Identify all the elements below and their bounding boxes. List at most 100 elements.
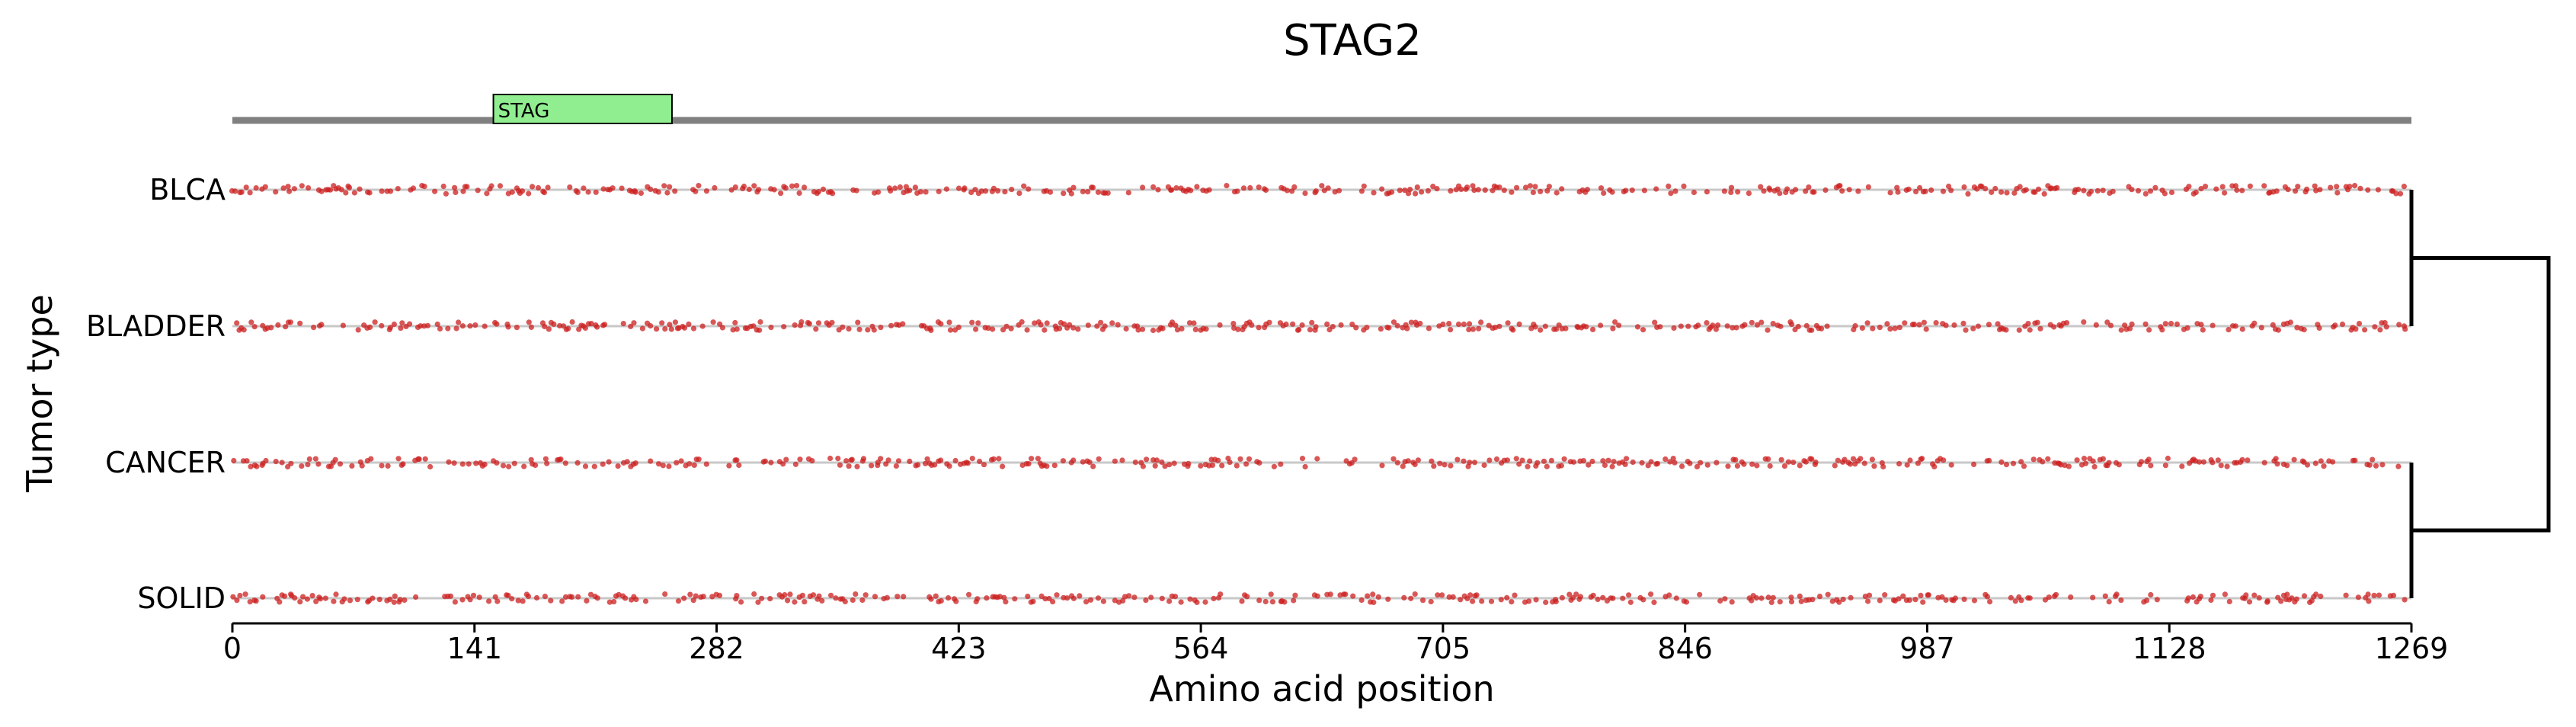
mutation-point bbox=[1402, 187, 1408, 194]
mutation-point bbox=[1728, 184, 1735, 191]
mutation-point bbox=[1946, 183, 1952, 190]
mutation-point bbox=[1691, 189, 1697, 196]
mutation-point bbox=[1558, 463, 1564, 469]
mutation-point bbox=[1256, 460, 1262, 466]
mutation-point bbox=[1648, 459, 1654, 465]
mutation-point bbox=[343, 190, 349, 196]
mutation-point bbox=[2159, 327, 2165, 333]
tumor-rows bbox=[232, 188, 2411, 600]
mutation-point bbox=[1498, 597, 1504, 603]
mutation-point bbox=[1282, 599, 1288, 605]
mutation-point bbox=[1559, 594, 1565, 601]
mutation-point bbox=[1408, 319, 1414, 325]
mutation-point bbox=[1203, 326, 1209, 332]
mutation-point bbox=[349, 463, 355, 469]
mutation-point bbox=[402, 597, 408, 604]
mutation-point bbox=[2034, 319, 2040, 325]
mutation-point bbox=[1683, 599, 1690, 605]
mutation-point bbox=[1858, 456, 1864, 462]
mutation-point bbox=[1481, 462, 1487, 469]
mutation-point bbox=[476, 594, 482, 600]
mutation-point bbox=[1174, 327, 1181, 333]
mutation-point bbox=[297, 320, 303, 326]
mutation-point bbox=[1143, 597, 1149, 604]
mutation-point bbox=[1284, 187, 1290, 194]
mutation-point bbox=[1629, 187, 1635, 194]
mutation-point bbox=[1721, 188, 1727, 194]
mutation-point bbox=[2142, 191, 2149, 197]
mutation-point bbox=[413, 594, 419, 600]
mutation-point bbox=[1218, 591, 1224, 597]
mutation-point bbox=[2200, 459, 2206, 465]
mutation-point bbox=[746, 186, 752, 193]
mutation-point bbox=[978, 188, 984, 194]
mutation-point bbox=[1217, 322, 1223, 328]
mutation-point bbox=[1139, 326, 1146, 332]
mutation-point bbox=[437, 325, 443, 332]
mutation-point bbox=[615, 463, 621, 469]
mutation-point bbox=[443, 191, 450, 197]
mutation-point bbox=[1467, 460, 1473, 466]
mutation-point bbox=[280, 185, 286, 191]
mutation-point bbox=[938, 457, 944, 463]
mutation-point bbox=[475, 187, 481, 194]
mutation-point bbox=[2334, 190, 2341, 196]
mutation-point bbox=[1246, 456, 1253, 462]
mutation-point bbox=[237, 592, 243, 599]
mutation-point bbox=[311, 325, 317, 331]
mutation-point bbox=[1299, 322, 1305, 328]
mutation-point bbox=[2256, 595, 2262, 601]
mutation-point bbox=[1338, 322, 1344, 328]
mutation-point bbox=[2093, 322, 2099, 328]
mutation-point bbox=[799, 592, 805, 598]
mutation-point bbox=[1852, 323, 1858, 329]
mutation-point bbox=[2304, 462, 2311, 468]
mutation-point bbox=[1461, 321, 1467, 328]
mutation-point bbox=[1414, 184, 1420, 191]
mutation-point bbox=[594, 324, 600, 330]
mutation-point bbox=[2037, 325, 2043, 331]
mutation-point bbox=[464, 184, 470, 190]
mutation-point bbox=[1466, 326, 1472, 333]
mutation-point bbox=[1056, 325, 1063, 331]
mutation-point bbox=[2234, 187, 2240, 194]
mutation-point bbox=[1896, 461, 1902, 467]
mutation-point bbox=[990, 326, 996, 332]
mutation-point bbox=[1583, 324, 1589, 330]
mutation-point bbox=[306, 456, 312, 463]
mutation-point bbox=[1505, 320, 1511, 326]
mutation-point bbox=[1426, 325, 1432, 331]
mutation-point bbox=[1733, 325, 1739, 331]
mutation-point bbox=[955, 324, 962, 331]
mutation-point bbox=[2321, 463, 2327, 469]
mutation-point bbox=[846, 326, 852, 332]
mutation-point bbox=[1832, 463, 1838, 469]
mutation-point bbox=[1836, 599, 1842, 605]
mutation-point bbox=[983, 188, 989, 194]
mutation-point bbox=[1685, 323, 1691, 329]
mutation-point bbox=[1283, 321, 1289, 328]
mutation-point bbox=[693, 593, 699, 599]
mutation-point bbox=[696, 183, 702, 189]
mutation-point bbox=[542, 594, 549, 600]
mutation-point bbox=[938, 597, 944, 604]
mutation-point bbox=[815, 320, 822, 326]
mutation-point bbox=[1871, 463, 1877, 469]
x-tick-label: 423 bbox=[931, 632, 987, 665]
mutation-point bbox=[268, 325, 274, 331]
mutation-point bbox=[1749, 461, 1755, 467]
mutation-point bbox=[1050, 599, 1056, 605]
mutation-point bbox=[2366, 462, 2373, 468]
mutation-point bbox=[1765, 456, 1771, 463]
mutation-point bbox=[917, 189, 923, 195]
mutation-point bbox=[810, 592, 817, 598]
mutation-point bbox=[2012, 598, 2018, 604]
mutation-point bbox=[2106, 599, 2112, 605]
mutation-point bbox=[1687, 460, 1693, 466]
mutation-point bbox=[1172, 594, 1179, 600]
mutation-point bbox=[1405, 458, 1411, 464]
mutation-point bbox=[2317, 187, 2323, 193]
mutation-point bbox=[1765, 327, 1771, 333]
mutation-point bbox=[995, 187, 1001, 194]
